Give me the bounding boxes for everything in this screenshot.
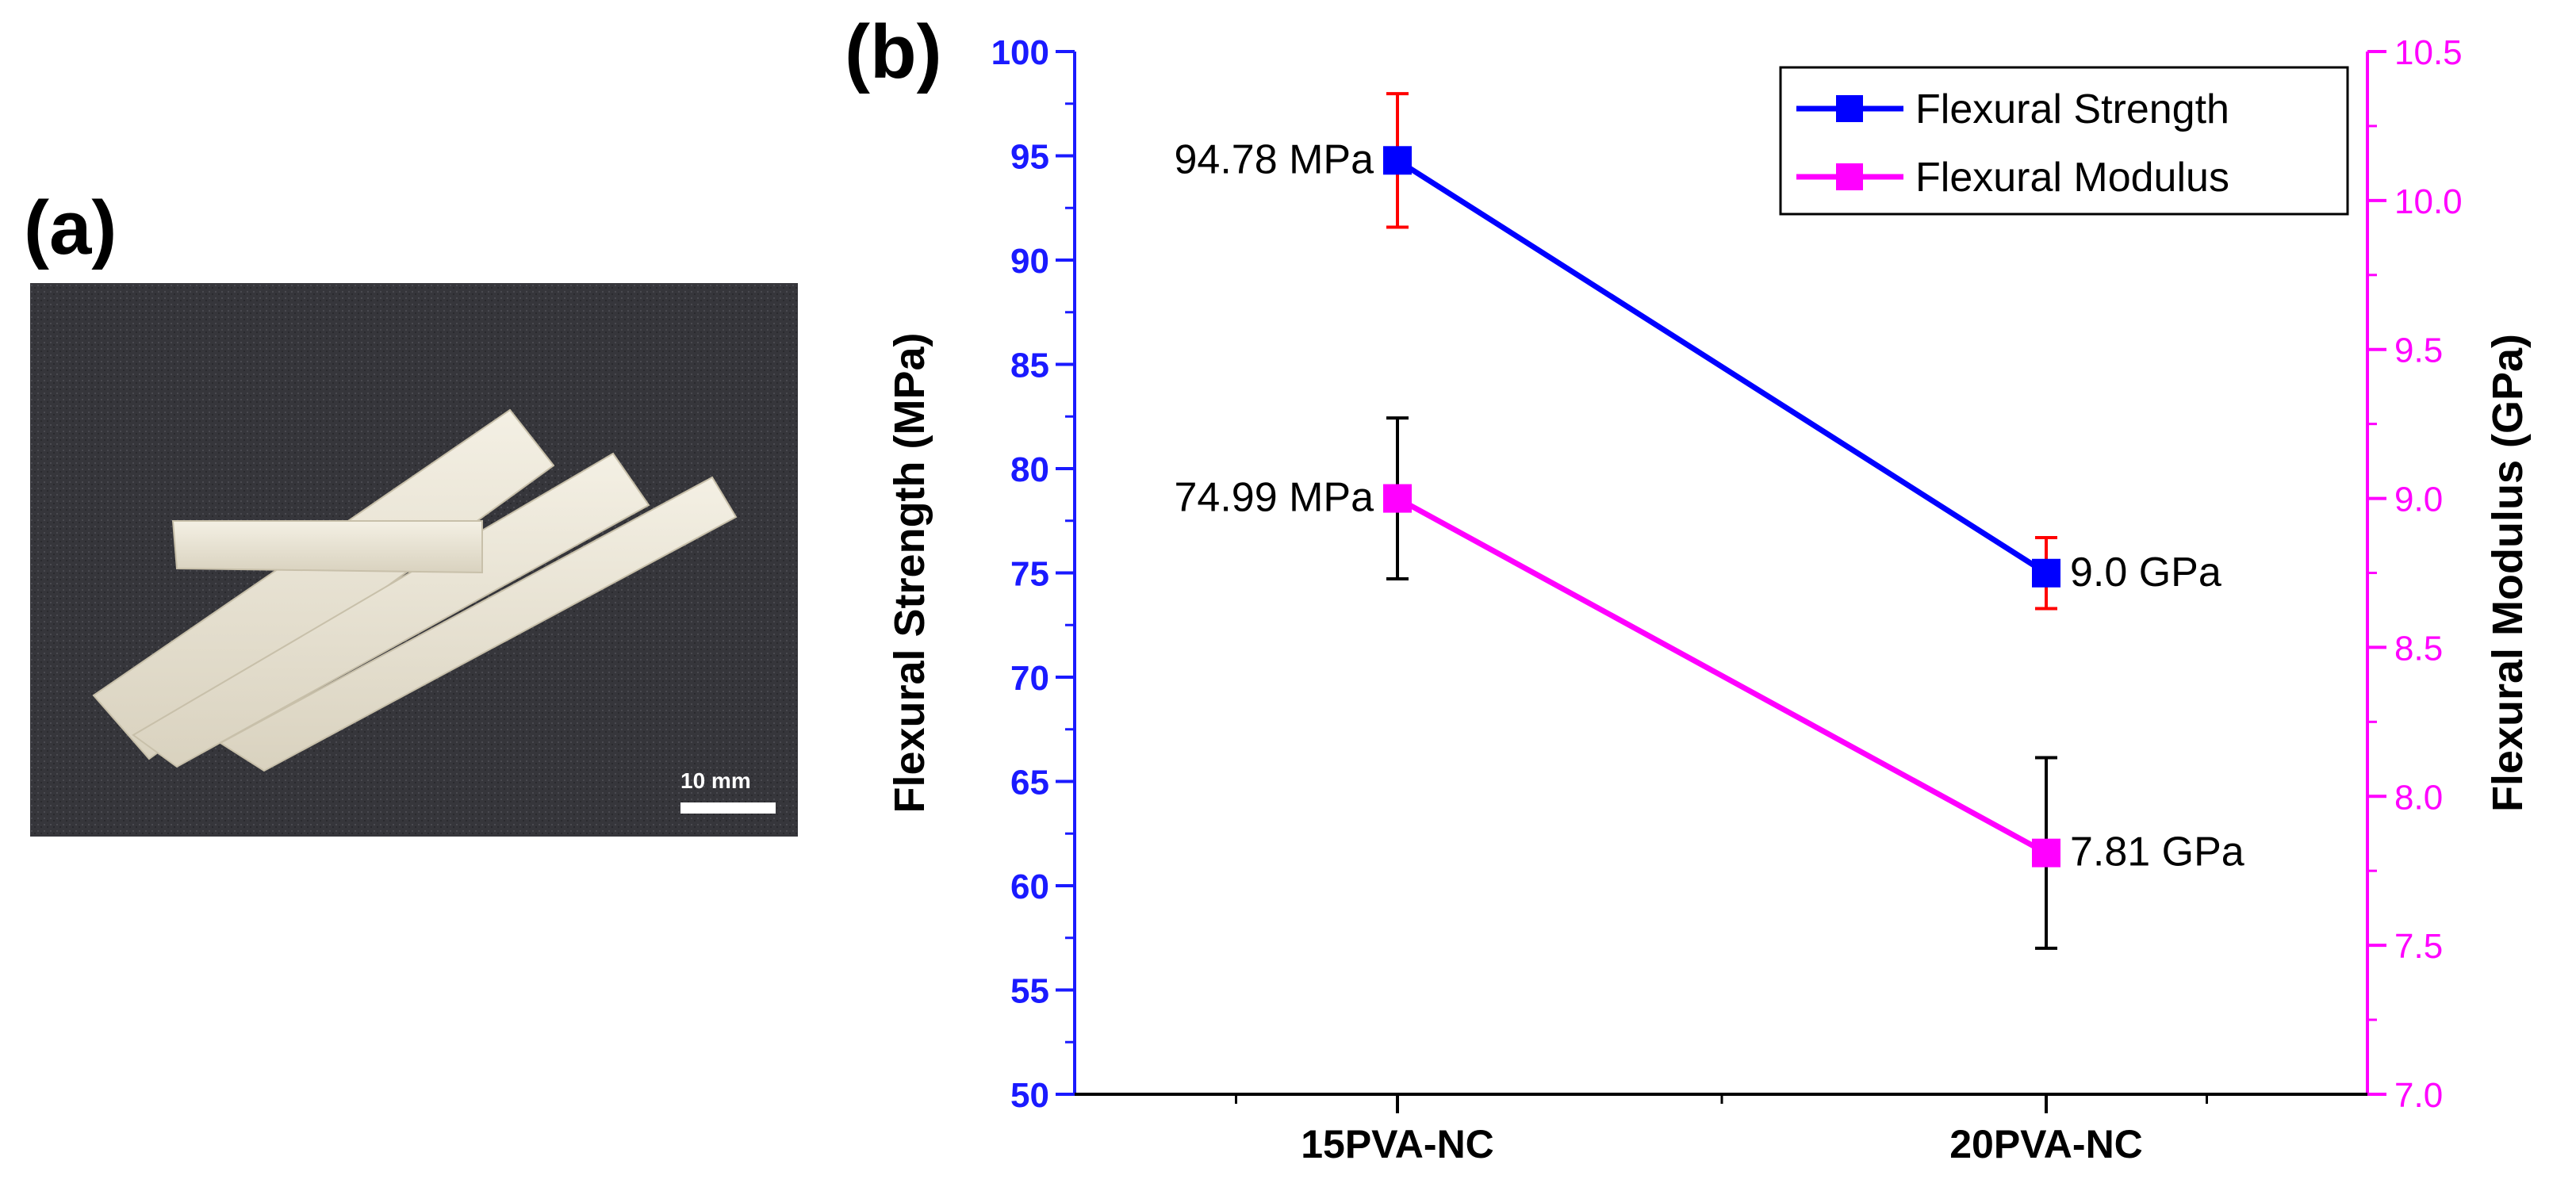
x-tick-label: 20PVA-NC xyxy=(1949,1122,2143,1166)
printed-bar xyxy=(219,476,738,772)
left-tick-label: 70 xyxy=(1010,659,1049,698)
strength-series-line xyxy=(1396,158,2048,576)
panel-b-label: (b) xyxy=(845,10,942,94)
left-tick-label: 75 xyxy=(1010,555,1049,594)
legend-entry: Flexural Modulus xyxy=(1915,155,2229,201)
point-annotation: 94.78 MPa xyxy=(1175,136,1374,182)
modulus-data-point xyxy=(1383,484,1412,513)
left-tick-label: 50 xyxy=(1010,1076,1049,1115)
right-tick-label: 7.5 xyxy=(2394,927,2443,966)
legend-swatch-marker xyxy=(1836,95,1863,122)
right-tick-label: 8.0 xyxy=(2394,778,2443,817)
scale-bar-label: 10 mm xyxy=(680,768,751,793)
legend-swatch-marker xyxy=(1836,163,1863,190)
printed-bar xyxy=(171,520,483,574)
left-tick-label: 80 xyxy=(1010,450,1049,489)
right-tick-label: 7.0 xyxy=(2394,1076,2443,1115)
specimen-photo: 10 mm xyxy=(30,283,798,837)
left-tick-label: 95 xyxy=(1010,138,1049,177)
left-tick-label: 55 xyxy=(1010,972,1049,1011)
left-tick-label: 85 xyxy=(1010,347,1049,385)
legend-entry: Flexural Strength xyxy=(1915,86,2229,132)
x-tick-label: 15PVA-NC xyxy=(1301,1122,1494,1166)
modulus-series-line xyxy=(1396,496,2048,856)
right-tick-label: 9.0 xyxy=(2394,481,2443,519)
scale-bar xyxy=(680,802,776,814)
panel-a-label: (a) xyxy=(24,186,117,270)
strength-data-point xyxy=(2032,558,2060,588)
left-tick-label: 65 xyxy=(1010,764,1049,802)
point-annotation: 7.81 GPa xyxy=(2070,829,2244,875)
printed-bar xyxy=(92,408,555,760)
modulus-data-point xyxy=(2032,838,2060,867)
right-tick-label: 10.0 xyxy=(2394,182,2463,221)
right-tick-label: 8.5 xyxy=(2394,629,2443,668)
left-axis-title: Flexural Strength (MPa) xyxy=(886,332,933,813)
left-tick-label: 100 xyxy=(991,33,1049,72)
strength-data-point xyxy=(1383,146,1412,175)
right-tick-label: 9.5 xyxy=(2394,331,2443,370)
right-axis-title: Flexural Modulus (GPa) xyxy=(2484,334,2532,812)
specimen-photo-drawing xyxy=(30,283,798,837)
left-tick-label: 60 xyxy=(1010,867,1049,906)
legend-box xyxy=(1779,66,2349,216)
left-tick-label: 90 xyxy=(1010,242,1049,281)
point-annotation: 9.0 GPa xyxy=(2070,550,2221,596)
right-tick-label: 10.5 xyxy=(2394,33,2463,72)
point-annotation: 74.99 MPa xyxy=(1175,475,1374,521)
